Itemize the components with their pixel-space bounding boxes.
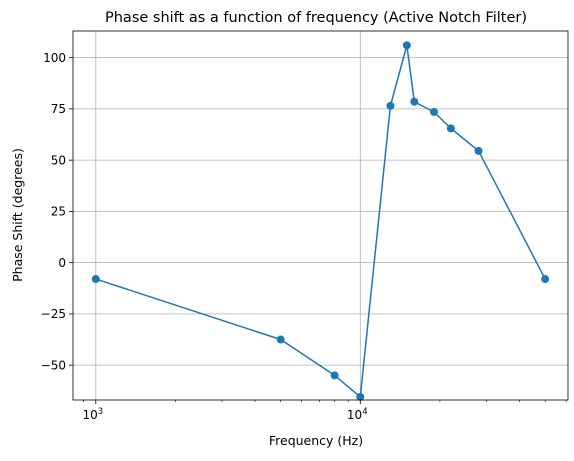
y-axis-label: Phase Shift (degrees): [10, 148, 25, 282]
y-tick-label: −50: [41, 358, 66, 372]
y-tick-label: 25: [51, 205, 66, 219]
data-point: [356, 392, 365, 401]
data-point: [386, 101, 395, 110]
y-tick-label: 0: [58, 256, 66, 270]
data-point: [541, 275, 550, 284]
y-tick-label: 75: [51, 102, 66, 116]
y-tick-label: −25: [41, 307, 66, 321]
data-point: [330, 371, 339, 380]
y-axis-ticks: 100 75 50 25 0 −25 −50: [41, 51, 73, 372]
data-point: [410, 97, 419, 106]
data-point: [402, 41, 411, 50]
data-series: [91, 41, 550, 401]
data-point: [474, 146, 483, 155]
x-tick-label: 104: [347, 407, 368, 422]
x-axis-ticks: 103 104: [82, 400, 368, 422]
data-point: [446, 124, 455, 133]
data-point: [430, 107, 439, 116]
data-point: [91, 275, 100, 284]
x-axis-label: Frequency (Hz): [269, 433, 363, 448]
grid-lines: [73, 31, 568, 400]
plot-area-frame: [72, 30, 569, 401]
y-tick-label: 100: [43, 51, 66, 65]
y-tick-label: 50: [51, 153, 66, 167]
chart-title: Phase shift as a function of frequency (…: [105, 10, 527, 26]
data-point: [276, 335, 285, 344]
x-tick-label: 103: [82, 407, 103, 422]
